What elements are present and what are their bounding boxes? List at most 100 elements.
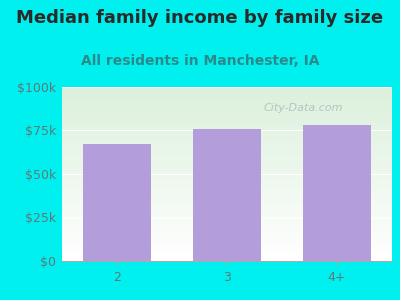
Bar	[62, 152, 392, 153]
Bar	[62, 156, 392, 157]
Bar	[62, 234, 392, 235]
Bar	[62, 179, 392, 180]
Bar	[62, 215, 392, 216]
Bar	[62, 168, 392, 169]
Bar	[62, 206, 392, 207]
Bar	[62, 218, 392, 219]
Bar	[62, 171, 392, 172]
Bar	[62, 93, 392, 94]
Bar	[62, 100, 392, 101]
Bar	[62, 138, 392, 139]
Bar	[62, 190, 392, 191]
Bar	[62, 172, 392, 173]
Bar	[62, 209, 392, 210]
Bar	[62, 110, 392, 111]
Bar	[62, 195, 392, 196]
Bar	[62, 130, 392, 131]
Text: Median family income by family size: Median family income by family size	[16, 9, 384, 27]
Bar	[62, 219, 392, 220]
Bar	[62, 235, 392, 236]
Bar	[62, 113, 392, 114]
Bar	[62, 149, 392, 150]
Bar	[62, 238, 392, 239]
Bar	[62, 154, 392, 155]
Bar	[62, 187, 392, 188]
Bar	[62, 176, 392, 177]
Bar	[62, 185, 392, 186]
Bar	[62, 221, 392, 222]
Bar	[62, 197, 392, 198]
Bar	[62, 118, 392, 119]
Bar	[62, 201, 392, 202]
Bar	[62, 260, 392, 261]
Bar	[62, 151, 392, 152]
Bar	[303, 125, 371, 261]
Bar	[62, 119, 392, 120]
Bar	[62, 162, 392, 163]
Bar	[62, 124, 392, 125]
Bar	[62, 125, 392, 126]
Bar	[62, 224, 392, 225]
Bar	[62, 207, 392, 208]
Bar	[62, 200, 392, 201]
Bar	[62, 116, 392, 117]
Bar	[62, 115, 392, 116]
Bar	[62, 137, 392, 138]
Bar	[62, 203, 392, 204]
Bar	[62, 223, 392, 224]
Bar	[62, 104, 392, 105]
Bar	[62, 188, 392, 189]
Bar	[62, 150, 392, 151]
Bar	[62, 147, 392, 148]
Bar	[62, 107, 392, 108]
Bar	[62, 112, 392, 113]
Bar	[62, 157, 392, 158]
Bar	[62, 228, 392, 229]
Bar	[62, 111, 392, 112]
Bar	[62, 226, 392, 227]
Bar	[62, 89, 392, 90]
Bar	[62, 210, 392, 211]
Bar	[62, 229, 392, 230]
Bar	[62, 242, 392, 243]
Bar	[62, 189, 392, 190]
Bar	[62, 253, 392, 254]
Bar	[62, 212, 392, 213]
Bar	[62, 252, 392, 253]
Bar	[62, 106, 392, 107]
Bar	[62, 244, 392, 245]
Bar	[62, 182, 392, 183]
Bar	[62, 217, 392, 218]
Bar	[62, 99, 392, 100]
Bar	[62, 159, 392, 160]
Bar	[62, 227, 392, 228]
Bar	[62, 132, 392, 133]
Bar	[62, 198, 392, 199]
Bar	[62, 257, 392, 258]
Bar	[62, 251, 392, 252]
Bar	[62, 131, 392, 132]
Bar	[62, 238, 392, 239]
Bar	[62, 148, 392, 149]
Bar	[62, 134, 392, 135]
Bar	[193, 129, 261, 261]
Bar	[62, 204, 392, 205]
Bar	[62, 175, 392, 176]
Bar	[62, 216, 392, 217]
Bar	[62, 174, 392, 175]
Bar	[62, 90, 392, 91]
Bar	[62, 94, 392, 95]
Bar	[62, 173, 392, 174]
Bar	[62, 142, 392, 143]
Bar	[62, 170, 392, 171]
Bar	[62, 164, 392, 165]
Bar	[62, 178, 392, 179]
Bar	[62, 145, 392, 146]
Bar	[62, 143, 392, 144]
Text: All residents in Manchester, IA: All residents in Manchester, IA	[81, 54, 319, 68]
Bar	[62, 122, 392, 123]
Bar	[62, 91, 392, 92]
Bar	[62, 88, 392, 89]
Bar	[62, 194, 392, 195]
Bar	[62, 177, 392, 178]
